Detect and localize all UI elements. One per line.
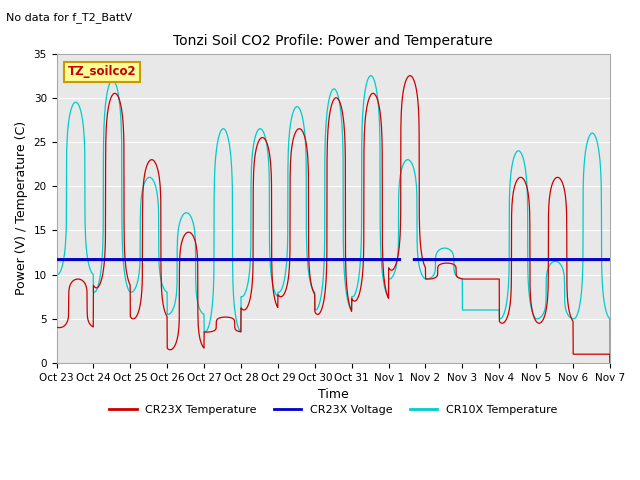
- Text: No data for f_T2_BattV: No data for f_T2_BattV: [6, 12, 132, 23]
- CR23X Voltage: [148, 257, 156, 263]
- CR23X Temperature: [265, 147, 273, 153]
- Line: CR10X Temperature: CR10X Temperature: [56, 76, 610, 363]
- CR10X Temperature: [289, 110, 296, 116]
- Legend: CR23X Temperature, CR23X Voltage, CR10X Temperature: CR23X Temperature, CR23X Voltage, CR10X …: [104, 400, 562, 420]
- CR10X Temperature: [536, 315, 543, 321]
- CR10X Temperature: [595, 151, 603, 156]
- CR23X Temperature: [406, 73, 413, 79]
- CR23X Temperature: [289, 139, 296, 144]
- CR23X Voltage: [595, 257, 603, 263]
- Line: CR23X Temperature: CR23X Temperature: [56, 76, 610, 363]
- CR10X Temperature: [148, 176, 156, 182]
- CR23X Temperature: [536, 320, 543, 326]
- CR23X Temperature: [148, 157, 156, 163]
- CR10X Temperature: [265, 161, 273, 167]
- Y-axis label: Power (V) / Temperature (C): Power (V) / Temperature (C): [15, 121, 28, 295]
- CR23X Voltage: [116, 257, 124, 263]
- CR23X Voltage: [536, 257, 543, 263]
- Title: Tonzi Soil CO2 Profile: Power and Temperature: Tonzi Soil CO2 Profile: Power and Temper…: [173, 34, 493, 48]
- Text: TZ_soilco2: TZ_soilco2: [68, 65, 136, 78]
- CR23X Voltage: [606, 257, 614, 263]
- CR23X Temperature: [606, 360, 614, 366]
- CR10X Temperature: [116, 101, 124, 107]
- CR10X Temperature: [606, 360, 614, 366]
- CR10X Temperature: [52, 272, 60, 277]
- X-axis label: Time: Time: [318, 388, 349, 401]
- CR10X Temperature: [367, 73, 374, 79]
- CR23X Temperature: [116, 97, 124, 103]
- CR23X Temperature: [595, 351, 603, 357]
- CR23X Temperature: [52, 324, 60, 330]
- CR23X Voltage: [289, 257, 296, 263]
- CR23X Voltage: [52, 257, 60, 263]
- CR23X Voltage: [265, 257, 273, 263]
